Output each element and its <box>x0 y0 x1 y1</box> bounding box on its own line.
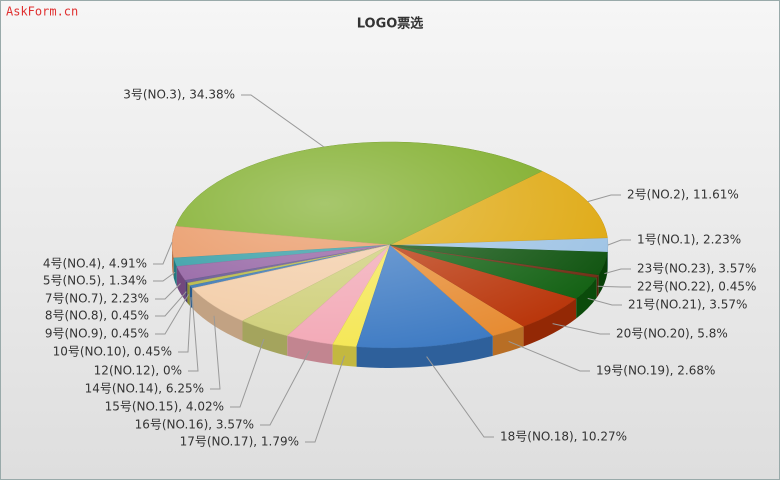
data-label: 15号(NO.15), 4.02% <box>105 400 224 414</box>
leader-line <box>210 315 221 390</box>
leader-line <box>230 338 265 408</box>
leader-line <box>508 340 590 372</box>
data-label: 8号(NO.8), 0.45% <box>45 309 149 323</box>
leader-line <box>552 323 610 335</box>
data-label: 5号(NO.5), 1.34% <box>43 274 147 288</box>
data-label: 19号(NO.19), 2.68% <box>596 364 715 378</box>
leader-line <box>153 271 176 282</box>
leader-line <box>188 298 199 372</box>
data-label: 1号(NO.1), 2.23% <box>637 233 741 247</box>
leader-line <box>260 350 310 426</box>
slice-side <box>332 344 357 367</box>
data-label: 23号(NO.23), 3.57% <box>637 262 756 276</box>
leader-line <box>155 294 190 335</box>
data-label: 14号(NO.14), 6.25% <box>85 382 204 396</box>
data-label: 17号(NO.17), 1.79% <box>180 435 299 449</box>
leader-line <box>426 356 494 438</box>
slice-side <box>187 283 190 306</box>
leader-line <box>587 194 621 203</box>
leader-line <box>604 268 631 275</box>
leader-line <box>597 285 631 288</box>
data-label: 7号(NO.7), 2.23% <box>45 292 149 306</box>
leader-line <box>155 291 187 317</box>
leader-line <box>587 297 622 306</box>
watermark: AskForm.cn <box>6 5 78 19</box>
data-label: 9号(NO.9), 0.45% <box>45 327 149 341</box>
leader-line <box>607 239 631 246</box>
leader-line <box>155 283 181 300</box>
data-label: 21号(NO.21), 3.57% <box>628 298 747 312</box>
data-label: 22号(NO.22), 0.45% <box>637 280 756 294</box>
data-label: 12(NO.12), 0% <box>94 364 182 378</box>
data-label: 2号(NO.2), 11.61% <box>627 188 739 202</box>
leader-line <box>153 241 173 265</box>
leader-line <box>178 297 192 353</box>
data-label: 3号(NO.3), 34.38% <box>123 88 235 102</box>
chart-title: LOGO票选 <box>357 16 424 32</box>
data-label: 10号(NO.10), 0.45% <box>53 345 172 359</box>
data-label: 20号(NO.20), 5.8% <box>616 327 728 341</box>
leader-line <box>305 355 346 443</box>
leader-line <box>241 94 325 148</box>
data-label: 4号(NO.4), 4.91% <box>43 257 147 271</box>
data-label: 16号(NO.16), 3.57% <box>135 418 254 432</box>
data-label: 18号(NO.18), 10.27% <box>500 430 627 444</box>
